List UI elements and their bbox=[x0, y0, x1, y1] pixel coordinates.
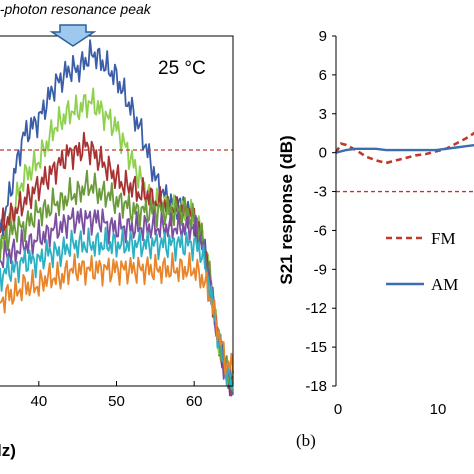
left-series-line-6 bbox=[0, 226, 234, 391]
right-legend: FM AM bbox=[386, 229, 458, 294]
left-x-tick-label: 60 bbox=[186, 393, 203, 410]
right-y-tick-label: -6 bbox=[314, 222, 327, 239]
left-series-line-1 bbox=[0, 39, 234, 392]
right-series-group bbox=[334, 131, 474, 165]
right-y-tick-label: -3 bbox=[314, 184, 327, 201]
legend-label-am: AM bbox=[431, 275, 458, 294]
right-y-ticks: 9 6 3 0 -3 -6 -9 -12 -15 -18 bbox=[305, 28, 336, 395]
right-series-line-fm bbox=[334, 131, 474, 165]
right-x-tick-label: 0 bbox=[334, 401, 342, 418]
right-y-tick-label: 9 bbox=[319, 28, 327, 45]
left-x-ticks: 40 50 60 bbox=[30, 381, 203, 410]
left-series-line-5 bbox=[0, 207, 234, 397]
resonance-annotation: n-photon resonance peak bbox=[0, 1, 152, 17]
left-series-line-4 bbox=[0, 169, 234, 396]
right-y-tick-label: -15 bbox=[305, 339, 327, 356]
right-y-tick-label: -9 bbox=[314, 261, 327, 278]
panel-label-b: (b) bbox=[296, 431, 316, 450]
right-panel: 9 6 3 0 -3 -6 -9 -12 -15 -18 0 10 S21 response (dB… bbox=[277, 28, 474, 450]
legend-label-fm: FM bbox=[431, 229, 456, 248]
right-y-axis-label: S21 response (dB) bbox=[277, 135, 296, 284]
right-series-line-am bbox=[335, 143, 474, 154]
resonance-arrow-icon bbox=[49, 24, 97, 47]
left-panel: 40 50 60 n-photon resonance peak 25 °C lz) bbox=[0, 1, 234, 460]
right-x-ticks: 0 10 bbox=[334, 401, 447, 418]
left-series-group bbox=[0, 39, 234, 397]
left-plot-frame bbox=[0, 35, 234, 387]
left-series-line-7 bbox=[0, 252, 234, 376]
left-x-tick-label: 50 bbox=[108, 393, 125, 410]
right-y-tick-label: 3 bbox=[319, 106, 327, 123]
left-x-axis-label: lz) bbox=[0, 441, 16, 460]
right-y-tick-label: 0 bbox=[319, 145, 327, 162]
right-y-tick-label: 6 bbox=[319, 67, 327, 84]
temperature-label: 25 °C bbox=[158, 58, 206, 79]
right-y-tick-label: -12 bbox=[305, 300, 327, 317]
right-x-tick-label: 10 bbox=[430, 401, 447, 418]
right-y-tick-label: -18 bbox=[305, 378, 327, 395]
left-x-tick-label: 40 bbox=[30, 393, 47, 410]
left-series-line-3 bbox=[0, 131, 234, 397]
